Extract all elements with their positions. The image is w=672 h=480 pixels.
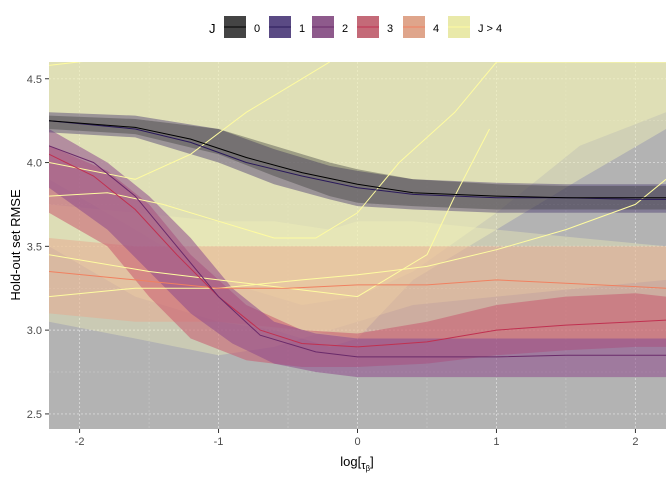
line-j-j-4: [49, 62, 666, 239]
x-axis: -2 -1 0 1 2: [75, 429, 638, 448]
legend: J 0 1 2 3 4 J > 4: [209, 16, 502, 38]
x-tick-label: -1: [214, 436, 224, 448]
line-j-2: [49, 145, 666, 358]
y-axis: 2.5 3.0 3.5 4.0 4.5: [27, 74, 49, 421]
x-tick-label: 1: [493, 436, 499, 448]
y-tick-label: 3.0: [27, 325, 42, 337]
legend-label: 1: [299, 23, 305, 35]
line-j-1: [49, 120, 666, 200]
y-tick-label: 3.5: [27, 241, 42, 253]
legend-label: J > 4: [478, 23, 502, 35]
line-j-j-4: [49, 178, 666, 298]
legend-label: 3: [387, 23, 393, 35]
band-j-j-4: [49, 62, 666, 305]
legend-label: 4: [433, 23, 439, 35]
band-j-1: [49, 112, 666, 213]
band-j-0: [49, 115, 666, 210]
x-tick-label: 0: [354, 436, 360, 448]
y-axis-title: Hold-out set RMSE: [8, 189, 23, 301]
legend-title: J: [209, 21, 216, 36]
line-j-3: [49, 153, 666, 348]
line-j-j-4: [49, 128, 490, 298]
y-tick-label: 4.0: [27, 158, 42, 170]
x-tick-label: -2: [75, 436, 85, 448]
x-axis-title: log[τβ]: [340, 454, 374, 473]
series-lines: [49, 62, 666, 358]
line-j-4: [49, 271, 666, 289]
line-j-0: [49, 120, 666, 199]
line-j-j-4: [49, 62, 330, 180]
confidence-bands: [49, 62, 666, 378]
y-tick-label: 2.5: [27, 409, 42, 421]
x-tick-label: 2: [632, 436, 638, 448]
y-tick-label: 4.5: [27, 74, 42, 86]
band-j-2: [49, 129, 666, 378]
legend-label: 2: [342, 23, 348, 35]
legend-label: 0: [254, 23, 260, 35]
